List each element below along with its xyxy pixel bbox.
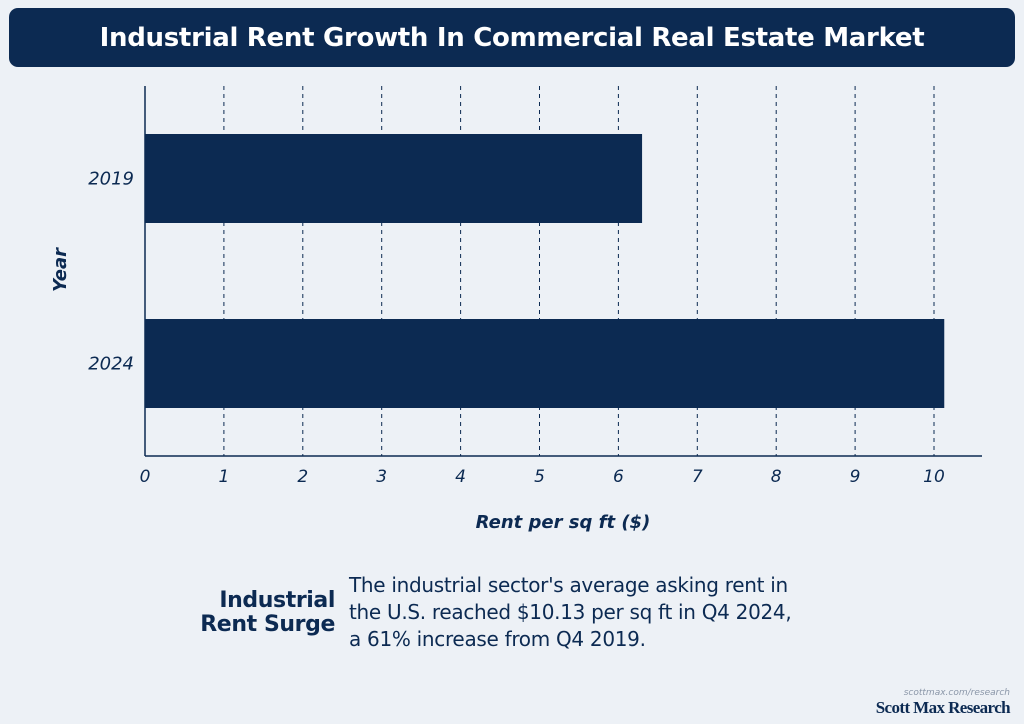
brand-url: scottmax.com/research bbox=[903, 688, 1010, 698]
y-category-labels: 2019 2024 bbox=[88, 169, 134, 375]
x-tick-label: 1 bbox=[218, 467, 229, 487]
bar-2024 bbox=[145, 319, 945, 408]
x-tick-label: 10 bbox=[923, 467, 945, 487]
gridlines bbox=[223, 86, 935, 456]
page-title: Industrial Rent Growth In Commercial Rea… bbox=[99, 22, 925, 53]
summary-callout: Industrial Rent Surge The industrial sec… bbox=[200, 572, 820, 653]
x-tick-label: 9 bbox=[850, 467, 861, 487]
x-tick-label: 2 bbox=[297, 467, 308, 487]
x-tick-label: 7 bbox=[692, 467, 703, 487]
x-tick-label: 5 bbox=[534, 467, 545, 487]
title-bar: Industrial Rent Growth In Commercial Rea… bbox=[9, 8, 1015, 67]
category-label: 2019 bbox=[88, 169, 134, 190]
x-tick-label: 4 bbox=[455, 467, 466, 487]
bar-2019 bbox=[145, 134, 643, 223]
brand-mark: scottmax.com/research Scott Max Research bbox=[875, 688, 1011, 718]
x-tick-label: 6 bbox=[613, 467, 624, 487]
bars bbox=[145, 134, 945, 408]
x-axis-label: Rent per sq ft ($) bbox=[476, 512, 651, 533]
x-tick-label: 8 bbox=[771, 467, 782, 487]
category-label: 2024 bbox=[88, 354, 134, 375]
summary-heading: Industrial Rent Surge bbox=[200, 587, 335, 637]
x-tick-label: 3 bbox=[376, 467, 387, 487]
brand-name: Scott Max Research bbox=[875, 698, 1011, 717]
y-axis-label: Year bbox=[50, 247, 71, 292]
x-tick-labels: 0 1 2 3 4 5 6 7 8 9 10 bbox=[140, 467, 945, 487]
summary-text: The industrial sector's average asking r… bbox=[349, 573, 792, 651]
x-tick-label: 0 bbox=[140, 467, 151, 487]
